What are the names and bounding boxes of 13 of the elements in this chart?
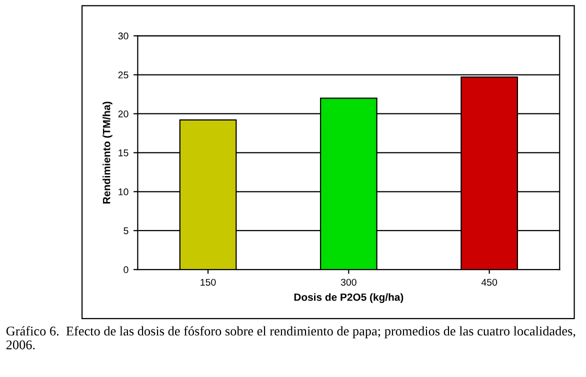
x-tick-label: 300: [340, 278, 356, 286]
x-axis-title: Dosis de P2O5 (kg/ha): [294, 293, 404, 303]
text: Gráfico 6. Efecto de las dosis de fósforo sobre el rendimiento de papa; promedios de las cuatro localidades, 2006.: [6, 326, 576, 350]
y-tick-label: 20: [118, 110, 128, 118]
y-tick-label: 15: [118, 150, 128, 156]
y-tick-label: 0: [124, 266, 128, 274]
y-tick-label: 10: [118, 188, 128, 196]
y-axis-title: Rendimiento (TM/ha): [102, 102, 112, 204]
y-tick-label: 25: [118, 72, 128, 78]
x-tick-label: 450: [481, 278, 498, 286]
y-tick-label: 30: [118, 32, 128, 40]
y-tick-label: 5: [124, 227, 128, 234]
x-tick-label: 150: [200, 278, 216, 286]
